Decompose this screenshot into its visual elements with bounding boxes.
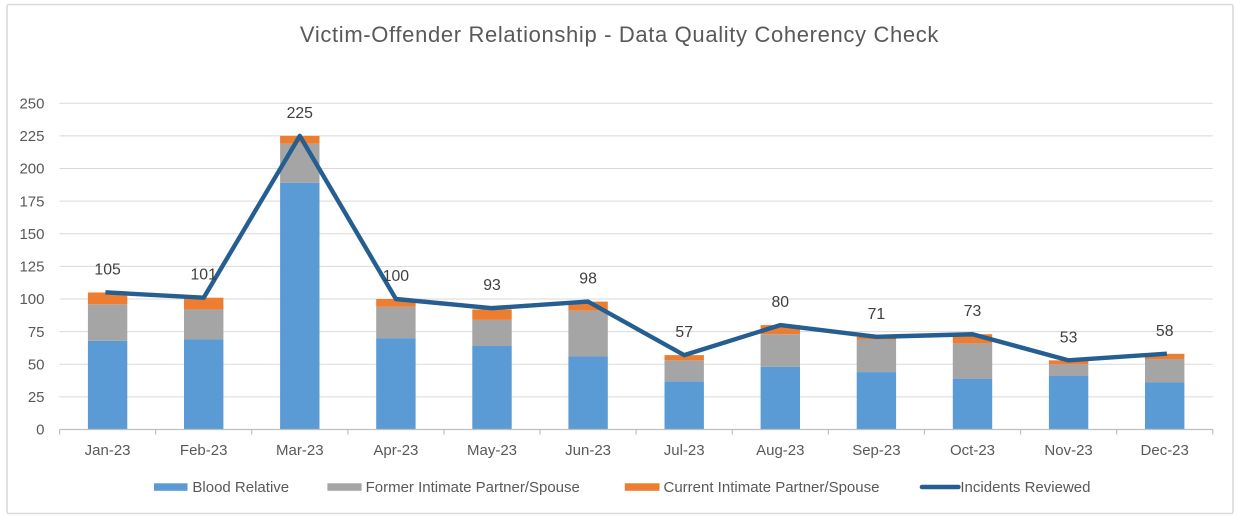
svg-text:0: 0 (36, 422, 44, 439)
svg-text:225: 225 (287, 105, 314, 122)
svg-text:Jul-23: Jul-23 (664, 442, 705, 459)
svg-text:175: 175 (19, 193, 44, 210)
svg-text:Jun-23: Jun-23 (565, 442, 611, 459)
svg-text:101: 101 (191, 267, 218, 284)
svg-text:58: 58 (1156, 323, 1174, 340)
svg-text:98: 98 (579, 271, 597, 288)
svg-text:75: 75 (28, 324, 45, 341)
svg-text:Oct-23: Oct-23 (950, 442, 995, 459)
svg-text:Sep-23: Sep-23 (852, 442, 900, 459)
svg-text:93: 93 (483, 277, 501, 294)
svg-text:105: 105 (94, 262, 121, 279)
svg-text:125: 125 (19, 259, 44, 276)
svg-text:Blood Relative: Blood Relative (192, 479, 289, 496)
svg-text:Feb-23: Feb-23 (180, 442, 228, 459)
svg-text:Victim-Offender Relationship -: Victim-Offender Relationship - Data Qual… (300, 22, 939, 47)
svg-text:57: 57 (675, 324, 693, 341)
svg-text:Mar-23: Mar-23 (276, 442, 324, 459)
svg-text:100: 100 (19, 291, 44, 308)
svg-text:80: 80 (772, 294, 790, 311)
svg-text:Jan-23: Jan-23 (85, 442, 131, 459)
svg-text:May-23: May-23 (467, 442, 517, 459)
svg-text:250: 250 (19, 95, 44, 112)
svg-text:53: 53 (1060, 329, 1078, 346)
svg-text:25: 25 (28, 389, 45, 406)
svg-text:Dec-23: Dec-23 (1141, 442, 1189, 459)
svg-text:Apr-23: Apr-23 (373, 442, 418, 459)
svg-text:50: 50 (28, 356, 45, 373)
svg-text:Nov-23: Nov-23 (1044, 442, 1092, 459)
svg-text:200: 200 (19, 161, 44, 178)
svg-text:225: 225 (19, 128, 44, 145)
svg-text:71: 71 (868, 306, 886, 323)
svg-text:100: 100 (383, 268, 410, 285)
svg-text:Former Intimate Partner/Spouse: Former Intimate Partner/Spouse (366, 479, 580, 496)
svg-text:Incidents Reviewed: Incidents Reviewed (960, 479, 1090, 496)
svg-text:Current Intimate Partner/Spous: Current Intimate Partner/Spouse (664, 479, 880, 496)
svg-text:Aug-23: Aug-23 (756, 442, 804, 459)
svg-text:73: 73 (964, 303, 982, 320)
svg-text:150: 150 (19, 226, 44, 243)
